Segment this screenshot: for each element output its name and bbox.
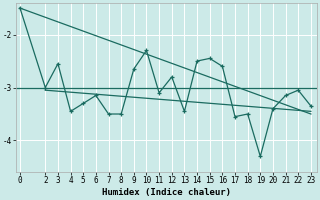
X-axis label: Humidex (Indice chaleur): Humidex (Indice chaleur) xyxy=(102,188,231,197)
